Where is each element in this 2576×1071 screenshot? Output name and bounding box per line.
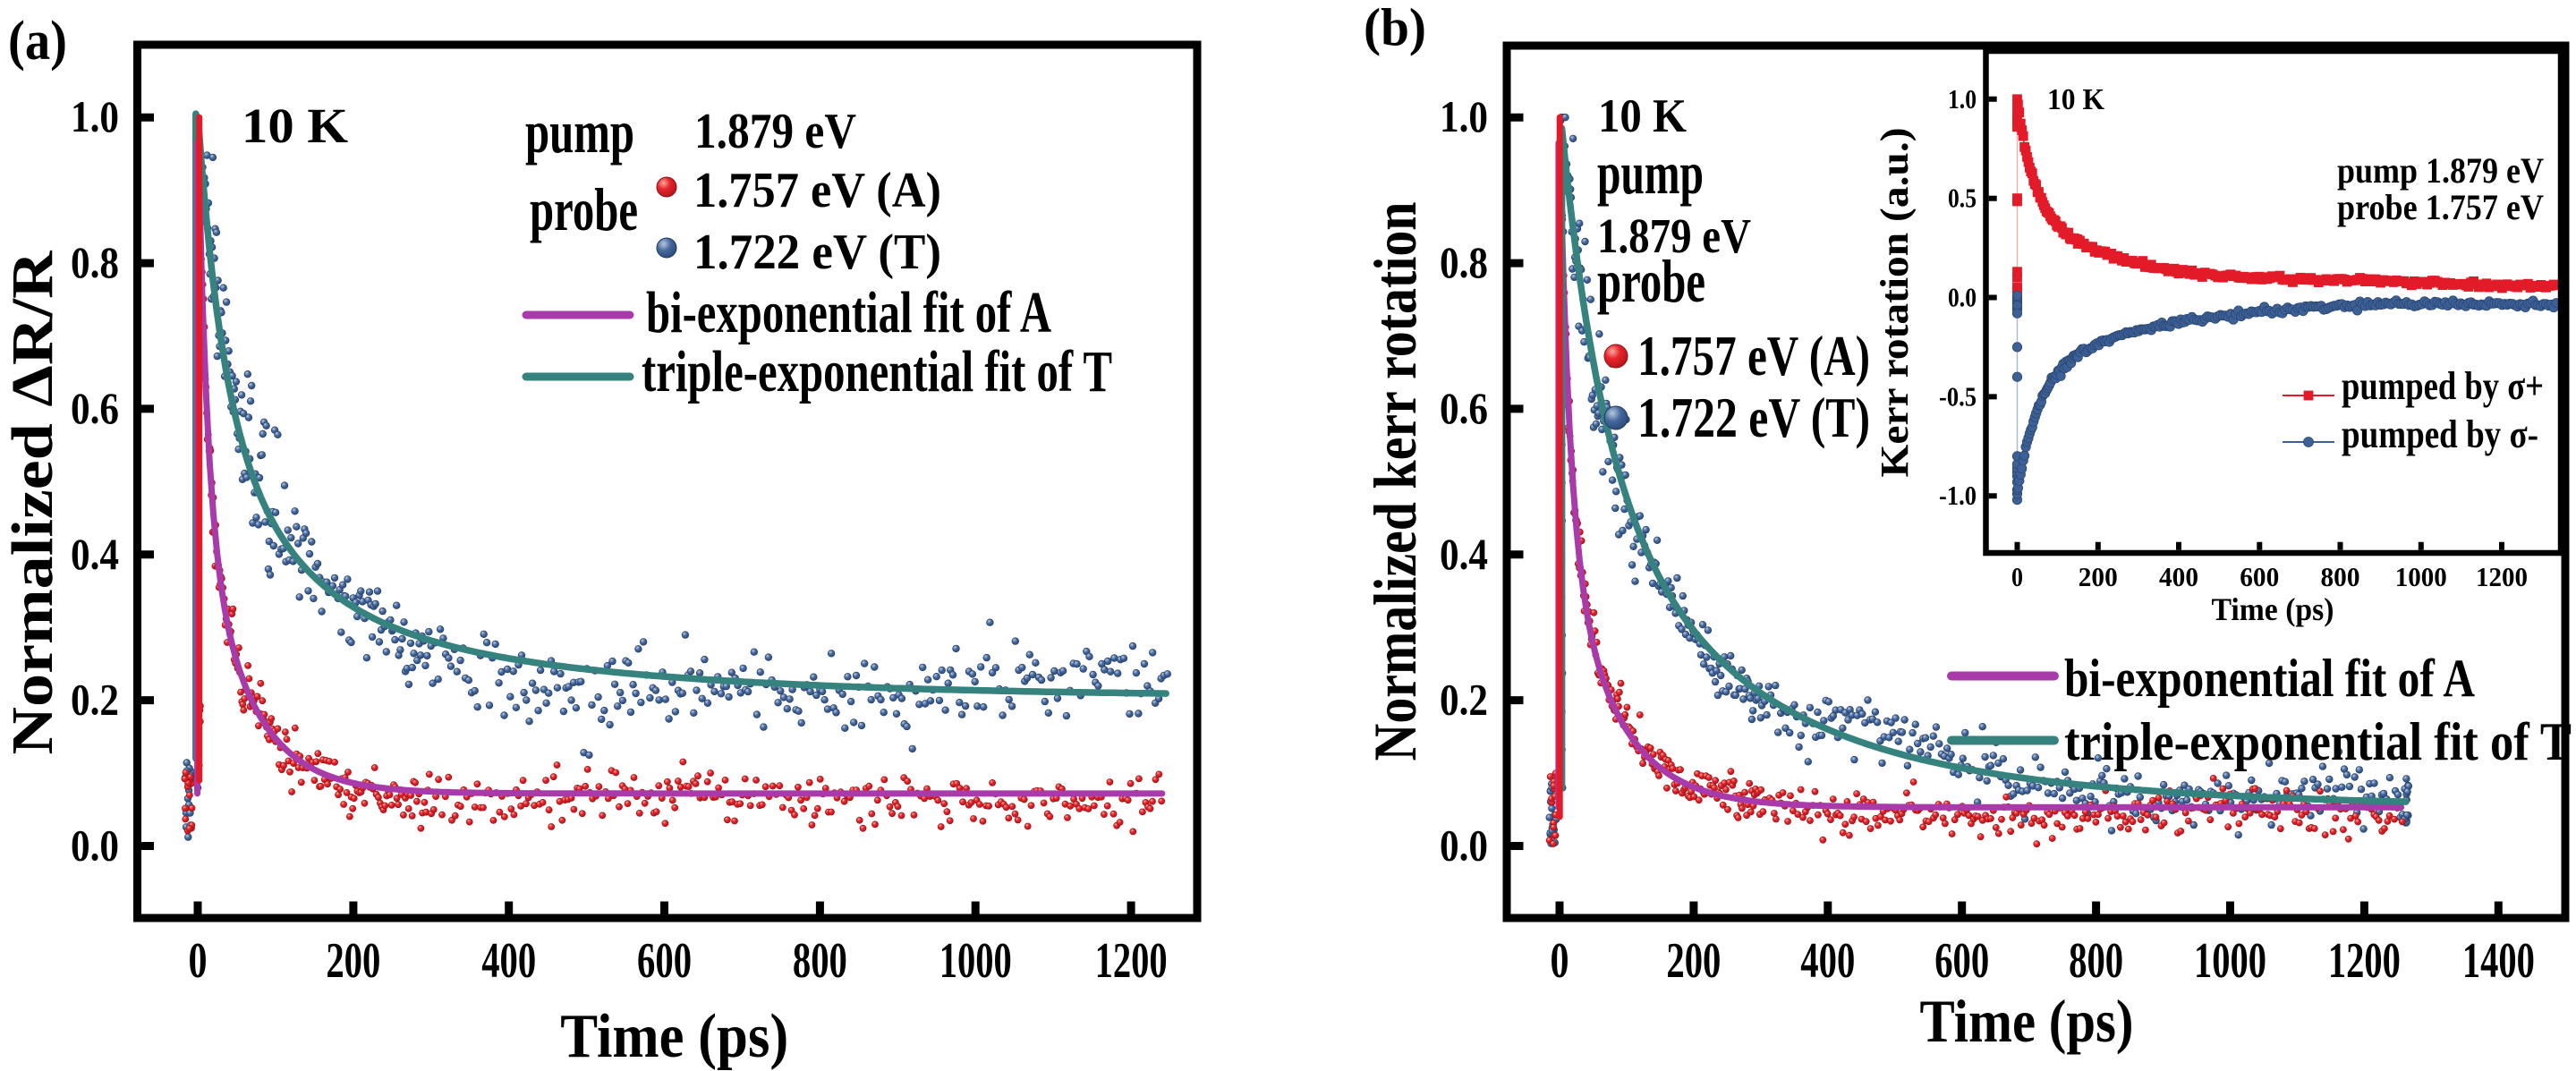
svg-text:1.757 eV (A): 1.757 eV (A): [1637, 325, 1870, 387]
svg-text:800: 800: [2321, 561, 2360, 592]
svg-text:0.2: 0.2: [1440, 675, 1488, 725]
svg-text:1200: 1200: [2476, 561, 2528, 592]
svg-text:800: 800: [793, 933, 847, 989]
svg-text:1.0: 1.0: [71, 91, 119, 141]
svg-text:0.5: 0.5: [1948, 183, 1977, 214]
svg-text:pump: pump: [525, 98, 634, 166]
svg-text:triple-exponential fit of T: triple-exponential fit of T: [642, 339, 1112, 404]
svg-text:600: 600: [637, 933, 692, 989]
svg-text:0.0: 0.0: [71, 820, 119, 871]
svg-text:bi-exponential fit of A: bi-exponential fit of A: [2064, 649, 2475, 708]
svg-text:Time (ps): Time (ps): [1920, 987, 2134, 1055]
svg-text:0.8: 0.8: [1440, 237, 1488, 287]
svg-text:-0.5: -0.5: [1939, 380, 1977, 412]
svg-text:Time (ps): Time (ps): [2212, 591, 2334, 627]
svg-text:0.4: 0.4: [71, 529, 119, 579]
svg-text:Normalized kerr rotation: Normalized kerr rotation: [1361, 202, 1429, 761]
svg-text:1200: 1200: [2328, 933, 2401, 989]
svg-text:0.2: 0.2: [71, 675, 119, 725]
svg-text:1.879 eV: 1.879 eV: [694, 104, 856, 159]
svg-text:0.4: 0.4: [1440, 529, 1488, 579]
svg-text:1200: 1200: [1095, 933, 1168, 989]
svg-text:400: 400: [481, 933, 536, 989]
svg-text:1.879 eV: 1.879 eV: [1597, 208, 1751, 263]
svg-text:-1.0: -1.0: [1939, 480, 1977, 511]
svg-text:probe: probe: [530, 175, 638, 243]
svg-text:10 K: 10 K: [242, 98, 348, 153]
svg-text:1000: 1000: [2194, 933, 2266, 989]
svg-text:Time (ps): Time (ps): [560, 1002, 788, 1071]
svg-text:400: 400: [2159, 561, 2198, 592]
svg-text:0.6: 0.6: [1440, 383, 1488, 433]
svg-text:1.722 eV (T): 1.722 eV (T): [693, 225, 941, 280]
svg-text:bi-exponential fit of A: bi-exponential fit of A: [646, 280, 1051, 345]
svg-text:600: 600: [1934, 933, 1989, 989]
svg-text:(b): (b): [1364, 0, 1426, 56]
svg-text:1000: 1000: [939, 933, 1012, 989]
svg-text:probe 1.757 eV: probe 1.757 eV: [2337, 187, 2544, 227]
svg-text:(a): (a): [8, 11, 67, 72]
svg-text:200: 200: [326, 933, 380, 989]
svg-text:1.757 eV (A): 1.757 eV (A): [693, 163, 941, 218]
svg-text:1.722 eV (T): 1.722 eV (T): [1637, 387, 1870, 449]
svg-text:200: 200: [2079, 561, 2118, 592]
svg-text:Normalized ΔR/R: Normalized ΔR/R: [0, 250, 65, 754]
svg-text:0: 0: [189, 933, 208, 989]
svg-text:triple-exponential fit of T: triple-exponential fit of T: [2064, 712, 2572, 771]
svg-text:1.0: 1.0: [1948, 83, 1977, 115]
svg-text:400: 400: [1800, 933, 1855, 989]
svg-text:pumped by σ+: pumped by σ+: [2342, 364, 2544, 408]
svg-text:pump 1.879 eV: pump 1.879 eV: [2337, 150, 2544, 191]
svg-text:1400: 1400: [2462, 933, 2535, 989]
svg-text:0.8: 0.8: [71, 237, 119, 287]
svg-text:0.0: 0.0: [1948, 282, 1977, 313]
svg-text:600: 600: [2240, 561, 2279, 592]
svg-text:Kerr rotation (a.u.): Kerr rotation (a.u.): [1873, 128, 1917, 478]
svg-text:10 K: 10 K: [2047, 83, 2105, 116]
svg-text:0: 0: [1551, 933, 1569, 989]
svg-text:200: 200: [1666, 933, 1721, 989]
svg-text:0.0: 0.0: [1440, 820, 1488, 871]
svg-text:1000: 1000: [2395, 561, 2447, 592]
svg-text:1.0: 1.0: [1440, 91, 1488, 141]
svg-text:0: 0: [2011, 561, 2023, 592]
svg-text:800: 800: [2069, 933, 2123, 989]
svg-text:pump: pump: [1597, 139, 1704, 207]
svg-text:10 K: 10 K: [1598, 90, 1687, 142]
svg-text:probe: probe: [1597, 247, 1705, 315]
svg-text:0.6: 0.6: [71, 383, 119, 433]
svg-text:pumped by σ-: pumped by σ-: [2342, 412, 2538, 456]
